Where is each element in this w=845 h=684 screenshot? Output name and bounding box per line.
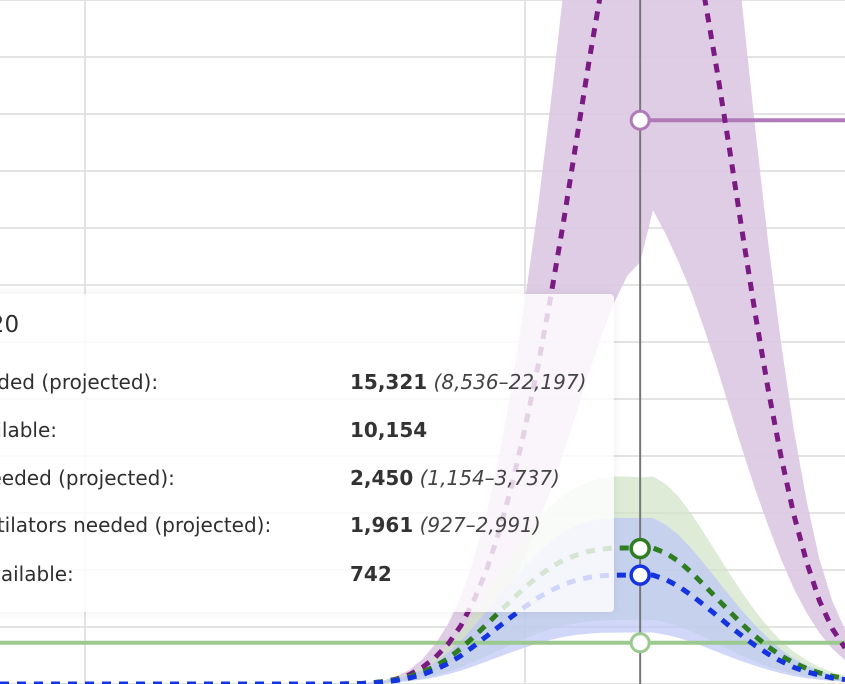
marker-ventilators[interactable] <box>629 564 651 586</box>
tooltip-number: 10,154 <box>350 418 428 442</box>
tooltip-label: available: <box>0 418 58 442</box>
tooltip-number: 15,321 <box>350 370 428 394</box>
tooltip-row-all-beds-needed: needed (projected): 15,321 (8,536–22,197… <box>0 370 614 400</box>
tooltip-number: 2,450 <box>350 466 414 490</box>
tooltip-value: 1,961 (927–2,991) <box>350 513 541 537</box>
tooltip-value: 2,450 (1,154–3,737) <box>350 466 560 490</box>
hover-tooltip: 2020 needed (projected): 15,321 (8,536–2… <box>0 294 614 612</box>
tooltip-date: 2020 <box>0 312 20 338</box>
marker-icu_beds[interactable] <box>629 537 651 560</box>
tooltip-label: s needed (projected): <box>0 466 175 490</box>
tooltip-row-icu-beds-needed: s needed (projected): 2,450 (1,154–3,737… <box>0 466 614 496</box>
tooltip-value: 10,154 <box>350 418 427 442</box>
capacity-lines <box>0 118 845 645</box>
tooltip-number: 1,961 <box>350 513 414 537</box>
tooltip-value: 742 <box>350 562 392 586</box>
tooltip-label: ventilators needed (projected): <box>0 513 272 537</box>
tooltip-label: needed (projected): <box>0 370 159 394</box>
band-ventilators <box>0 517 845 684</box>
marker-capacity_icu_beds[interactable] <box>629 632 651 654</box>
tooltip-value: 15,321 (8,536–22,197) <box>350 370 586 394</box>
tooltip-label: s available: <box>0 562 74 586</box>
tooltip-range: (927–2,991) <box>419 513 541 537</box>
tooltip-number: 742 <box>350 562 392 586</box>
tooltip-row-icu-beds-available: s available: 742 <box>0 562 614 592</box>
tooltip-row-beds-available: available: 10,154 <box>0 418 614 448</box>
tooltip-range: (8,536–22,197) <box>433 370 587 394</box>
marker-capacity_all_beds[interactable] <box>629 109 651 131</box>
hover-markers[interactable] <box>629 0 651 654</box>
tooltip-row-ventilators-needed: ventilators needed (projected): 1,961 (9… <box>0 513 614 543</box>
tooltip-range: (1,154–3,737) <box>419 466 560 490</box>
